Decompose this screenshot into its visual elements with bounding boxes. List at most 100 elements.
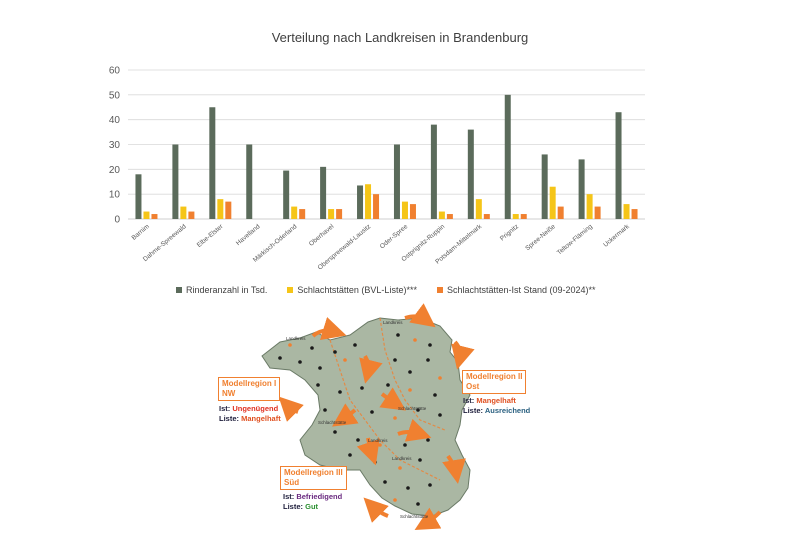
legend-label-rinder: Rinderanzahl in Tsd. bbox=[186, 285, 268, 295]
region-1-title: Modellregion I NW bbox=[218, 377, 281, 401]
bar bbox=[483, 214, 490, 219]
map-pin bbox=[418, 458, 422, 462]
bar bbox=[225, 201, 232, 219]
map-pin bbox=[393, 358, 397, 362]
legend-label-bvl: Schlachtstätten (BVL-Liste)*** bbox=[297, 285, 417, 295]
region-3-title: Modellregion III Süd bbox=[280, 466, 347, 490]
map-pin bbox=[426, 438, 430, 442]
bar bbox=[209, 107, 216, 219]
map-place-label: Schlachtstätte bbox=[398, 406, 427, 411]
map-pin bbox=[360, 386, 364, 390]
map-pin bbox=[428, 483, 432, 487]
map-place-label: Landkreis bbox=[368, 438, 388, 443]
map-pin bbox=[393, 416, 397, 420]
map-place-label: Schlachtstätte bbox=[318, 420, 347, 425]
bar bbox=[438, 211, 445, 219]
region-3-status: Ist: Befriedigend Liste: Gut bbox=[283, 492, 343, 511]
y-tick-label: 60 bbox=[109, 66, 121, 77]
bar bbox=[409, 204, 416, 219]
map-pin bbox=[373, 460, 377, 464]
map-place-label: Landkreis bbox=[392, 456, 412, 461]
legend-item-rinder: Rinderanzahl in Tsd. bbox=[176, 285, 267, 295]
map-pin bbox=[383, 480, 387, 484]
map-place-label: Schlachtstätte bbox=[400, 514, 429, 519]
map-pin bbox=[370, 410, 374, 414]
region-1-status: Ist: Ungenügend Liste: Mangelhaft bbox=[219, 404, 281, 423]
map-pin bbox=[378, 443, 382, 447]
bar bbox=[631, 209, 638, 219]
bar bbox=[143, 211, 150, 219]
bar bbox=[615, 112, 622, 219]
bar bbox=[549, 186, 556, 219]
cycle-arrows bbox=[278, 303, 475, 530]
map-pin bbox=[406, 486, 410, 490]
bar bbox=[520, 214, 527, 219]
map-pin bbox=[298, 360, 302, 364]
bar bbox=[357, 185, 364, 219]
map-pin bbox=[416, 408, 420, 412]
map-pin bbox=[348, 453, 352, 457]
brandenburg-shape bbox=[261, 317, 471, 517]
map-pin bbox=[386, 383, 390, 387]
region-2-title: Modellregion II Ost bbox=[462, 370, 527, 394]
bar bbox=[401, 201, 408, 219]
bar bbox=[151, 214, 158, 219]
region-boundary-1 bbox=[329, 339, 441, 481]
bar bbox=[283, 170, 290, 219]
legend-swatch-bvl bbox=[287, 287, 294, 293]
map-pin bbox=[278, 356, 282, 360]
bar bbox=[172, 144, 179, 219]
map-pin bbox=[338, 390, 342, 394]
legend-swatch-rinder bbox=[176, 287, 182, 293]
map-pin bbox=[353, 343, 357, 347]
bars bbox=[135, 94, 638, 219]
bar bbox=[578, 159, 585, 219]
bar bbox=[557, 206, 564, 219]
map-pin bbox=[318, 366, 322, 370]
map-pin bbox=[428, 343, 432, 347]
bar bbox=[623, 204, 630, 219]
chart-title: Verteilung nach Landkreisen in Brandenbu… bbox=[271, 30, 529, 45]
y-tick-label: 0 bbox=[114, 215, 120, 226]
legend-item-bvl: Schlachtstätten (BVL-Liste)*** bbox=[287, 285, 417, 295]
legend-swatch-ist bbox=[436, 287, 443, 293]
legend-item-ist: Schlachtstätten-Ist Stand (09-2024)** bbox=[436, 285, 596, 295]
map-pin bbox=[333, 430, 337, 434]
y-tick-label: 40 bbox=[109, 115, 121, 126]
bar bbox=[430, 124, 437, 219]
map-pin bbox=[333, 350, 337, 354]
bar bbox=[365, 184, 372, 219]
bar bbox=[475, 199, 482, 219]
map-pin bbox=[408, 370, 412, 374]
map-pin bbox=[323, 408, 327, 412]
map-pin bbox=[356, 438, 360, 442]
map-pin bbox=[310, 346, 314, 350]
map-pin bbox=[438, 376, 442, 380]
bar bbox=[328, 209, 335, 219]
y-tick-label: 10 bbox=[109, 190, 121, 201]
bar bbox=[467, 129, 474, 219]
y-tick-label: 50 bbox=[109, 90, 121, 101]
bar bbox=[373, 194, 380, 219]
bar bbox=[336, 209, 343, 219]
bar bbox=[586, 194, 593, 219]
map-pin bbox=[288, 343, 292, 347]
bar bbox=[504, 94, 511, 219]
bar bbox=[446, 214, 453, 219]
map-pin bbox=[396, 333, 400, 337]
bar bbox=[135, 174, 142, 219]
map-pin bbox=[403, 443, 407, 447]
bar bbox=[512, 214, 519, 219]
map-pin bbox=[433, 393, 437, 397]
map-pin bbox=[413, 338, 417, 342]
bar bbox=[541, 154, 548, 219]
map-pin bbox=[343, 358, 347, 362]
chart-legend: Rinderanzahl in Tsd. Schlachtstätten (BV… bbox=[176, 285, 596, 295]
bar bbox=[299, 209, 306, 219]
legend-label-ist: Schlachtstätten-Ist Stand (09-2024)** bbox=[446, 285, 596, 295]
map-pin bbox=[426, 358, 430, 362]
y-tick-label: 20 bbox=[109, 165, 121, 176]
map-pin bbox=[393, 498, 397, 502]
map-pin bbox=[408, 388, 412, 392]
